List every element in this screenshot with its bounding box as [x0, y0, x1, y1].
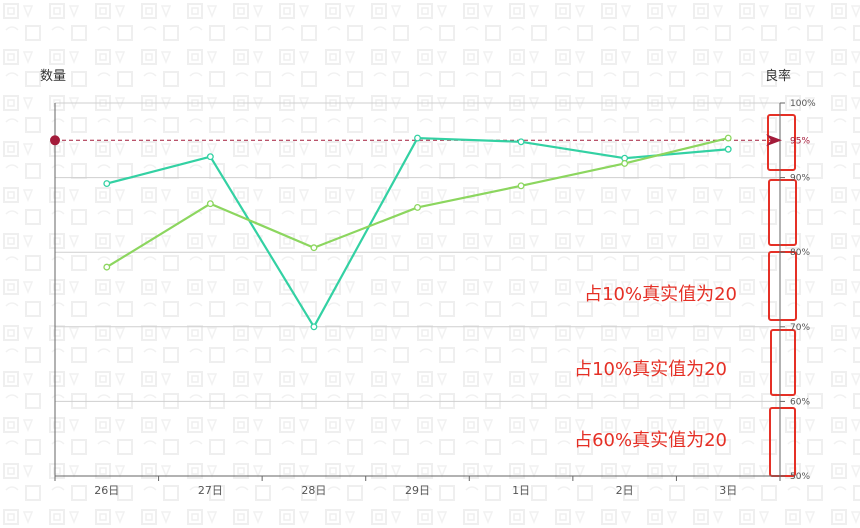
data-point	[103, 180, 111, 188]
x-axis-tick-label: 2日	[616, 484, 634, 497]
y-axis-right-tick-label: 60%	[790, 397, 810, 407]
y-axis-right-tick-label: 50%	[790, 472, 810, 482]
data-point	[206, 200, 214, 208]
reference-line-start-marker	[50, 135, 60, 146]
x-axis-tick-label: 26日	[94, 484, 119, 497]
data-point	[206, 153, 214, 161]
grid	[55, 102, 780, 402]
reference-line-group: 95%	[50, 134, 810, 147]
data-point	[724, 145, 732, 153]
y-axis-right-tick-label: 100%	[790, 99, 816, 109]
highlight-box	[768, 179, 797, 246]
reference-line-label: 95%	[790, 136, 810, 146]
data-point	[103, 263, 111, 271]
data-point	[517, 182, 525, 190]
y-axis-right-tick-label: 80%	[790, 248, 810, 258]
series-group	[103, 134, 732, 331]
axes: 数量 良率	[40, 68, 791, 481]
x-axis-labels: 26日 27日 28日 29日 1日 2日 3日	[94, 484, 737, 497]
x-axis-tick-label: 3日	[719, 484, 737, 497]
x-axis-tick-label: 27日	[198, 484, 223, 497]
annotation-text: 占10%真实值为20	[574, 359, 727, 380]
data-point	[414, 203, 421, 211]
highlight-box	[767, 114, 796, 171]
annotation-text: 占10%真实值为20	[584, 284, 737, 305]
data-point	[310, 323, 318, 331]
y-axis-right-tick-label: 70%	[790, 323, 810, 333]
y-axis-right-title: 良率	[765, 68, 791, 84]
y-axis-right-labels: 50% 60% 70% 80% 90% 100%	[790, 99, 816, 482]
highlight-box	[770, 329, 796, 396]
annotations: 占10%真实值为20 占10%真实值为20 占60%真实值为20	[574, 114, 797, 477]
data-point	[621, 159, 629, 167]
x-axis-tick-label: 28日	[301, 484, 326, 497]
data-point	[517, 138, 525, 146]
x-axis-tick-label: 29日	[405, 484, 430, 497]
highlight-box	[768, 251, 797, 321]
highlight-box	[769, 407, 796, 477]
annotation-text: 占60%真实值为20	[574, 430, 727, 451]
reference-line-arrow-icon	[766, 134, 782, 147]
data-point	[310, 244, 318, 252]
y-axis-right-tick-label: 90%	[790, 174, 810, 184]
data-point	[724, 134, 732, 142]
data-point	[414, 134, 421, 142]
y-axis-left-title: 数量	[40, 69, 66, 84]
x-axis-tick-label: 1日	[512, 484, 530, 497]
